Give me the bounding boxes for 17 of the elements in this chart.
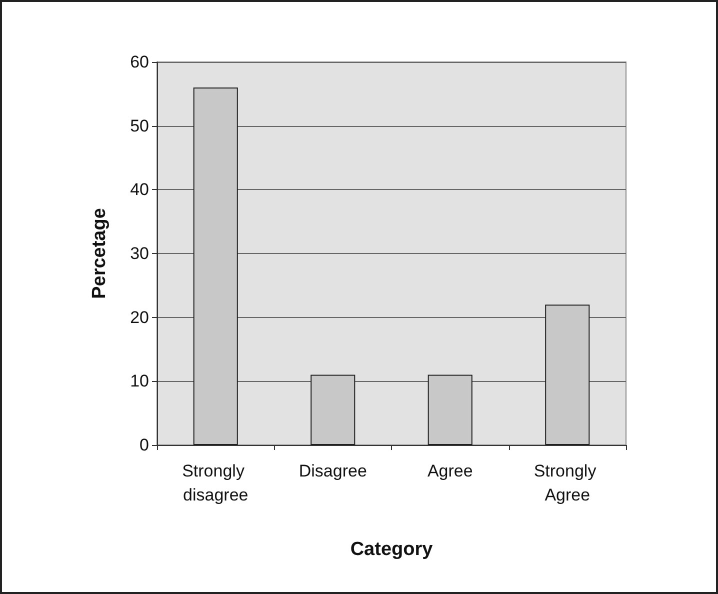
y-tick-label: 40 [130, 180, 149, 200]
y-tick-label: 0 [140, 436, 149, 454]
y-tick-label: 30 [130, 244, 149, 263]
bar [310, 374, 356, 445]
y-tick-label: 20 [130, 308, 149, 327]
y-tick-label: 60 [130, 52, 149, 72]
y-tick-label: 50 [130, 116, 149, 136]
y-tick-label: 10 [130, 372, 149, 391]
bar [193, 88, 238, 445]
x-tick-label: Disagree [298, 462, 367, 480]
bar [545, 304, 590, 445]
x-axis-title: Category [350, 539, 434, 560]
x-tick-label: Strongly Agree [534, 462, 601, 504]
x-tick-label: Strongly disagree [182, 462, 250, 504]
y-axis-title: Percetage [89, 208, 110, 299]
bar [428, 374, 472, 445]
x-tick-label: Agree [427, 462, 473, 480]
